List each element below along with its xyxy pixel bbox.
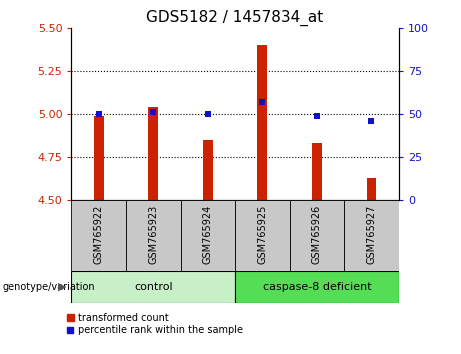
Bar [235, 271, 399, 303]
Text: control: control [134, 282, 172, 292]
Bar [258, 45, 267, 200]
Bar [203, 140, 213, 200]
Bar [94, 116, 104, 200]
Bar [126, 200, 181, 271]
Text: GSM765925: GSM765925 [257, 204, 267, 264]
Text: GSM765927: GSM765927 [366, 204, 377, 264]
Bar [312, 143, 322, 200]
Bar [71, 271, 235, 303]
Bar [290, 200, 344, 271]
Bar [148, 107, 158, 200]
Text: GSM765922: GSM765922 [94, 204, 104, 264]
Text: ▶: ▶ [59, 282, 67, 292]
Bar [344, 200, 399, 271]
Text: GSM765926: GSM765926 [312, 204, 322, 264]
Bar [71, 200, 126, 271]
Text: caspase-8 deficient: caspase-8 deficient [263, 282, 371, 292]
Legend: transformed count, percentile rank within the sample: transformed count, percentile rank withi… [67, 313, 243, 335]
Text: GSM765923: GSM765923 [148, 204, 158, 264]
Title: GDS5182 / 1457834_at: GDS5182 / 1457834_at [147, 9, 324, 25]
Text: genotype/variation: genotype/variation [2, 282, 95, 292]
Text: GSM765924: GSM765924 [203, 204, 213, 264]
Bar [181, 200, 235, 271]
Bar [235, 200, 290, 271]
Bar [366, 178, 376, 200]
